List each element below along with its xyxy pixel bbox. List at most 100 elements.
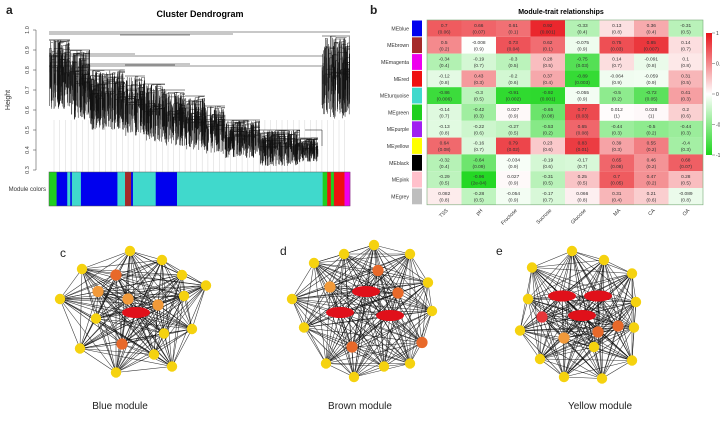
heatmap-cell-fill <box>427 20 462 37</box>
network-edge <box>291 298 423 343</box>
gene-node <box>628 322 640 333</box>
heatmap-cell-fill <box>599 70 634 88</box>
module-color-swatch <box>412 20 422 37</box>
heatmap-cell-fill <box>530 53 565 71</box>
p-value: (0.4) <box>543 80 553 86</box>
hub-gene-node <box>568 310 596 321</box>
heatmap-cell: -0.075(0.9) <box>565 36 600 54</box>
correlation-value: 0.73 <box>509 40 519 46</box>
heatmap-cell: 0.66(0.07) <box>461 20 496 37</box>
network-edge <box>343 253 391 316</box>
p-value: (2e-04) <box>471 181 487 187</box>
p-value: (0.5) <box>577 181 587 187</box>
network-edge <box>343 253 367 292</box>
network-edge <box>81 268 159 306</box>
network-edge <box>351 342 423 348</box>
heatmap-cell: 0.39(0.3) <box>599 137 634 155</box>
heatmap-cell: -0.14(0.7) <box>427 104 462 121</box>
network-edge <box>519 330 599 333</box>
gene-node <box>124 245 136 257</box>
module-color-segment <box>70 172 73 206</box>
heatmap-cell-fill <box>461 188 496 205</box>
correlation-value: 0.65 <box>612 157 622 163</box>
heatmap-cell: -0.13(0.8) <box>427 120 462 138</box>
network-edge <box>329 253 411 288</box>
key-gene-node <box>558 332 570 344</box>
p-value: (0.7) <box>474 147 484 153</box>
network-edge <box>313 262 367 292</box>
network-edge <box>329 270 379 288</box>
correlation-value: 0.23 <box>543 141 553 147</box>
heatmap-cell: -0.3(0.5) <box>461 87 496 104</box>
p-value: (0.1) <box>508 30 518 36</box>
module-color-swatch <box>412 154 422 171</box>
correlation-value: 0.39 <box>612 141 622 147</box>
correlation-value: -0.089 <box>679 191 693 197</box>
heatmap-title: Module-trait relationships <box>518 9 604 16</box>
p-value: (0.3) <box>681 130 691 136</box>
p-value: (0.8) <box>612 30 622 36</box>
colorbar-tick-label: 0 <box>716 92 719 98</box>
correlation-value: 0.028 <box>645 107 657 113</box>
network-edge <box>519 330 541 360</box>
heatmap-cell-fill <box>427 53 462 71</box>
key-gene-node <box>536 311 548 323</box>
p-value: (0.3) <box>474 114 484 120</box>
network-edge <box>527 259 605 300</box>
correlation-value: 0.027 <box>507 174 519 180</box>
heatmap-cell-fill <box>668 120 703 138</box>
heatmap-cell: -0.5(0.2) <box>634 120 669 138</box>
heatmap-cell-fill <box>668 188 703 205</box>
heatmap-cell-fill <box>634 36 669 54</box>
p-value: (0.02) <box>507 147 520 153</box>
heatmap-cell-fill <box>599 104 634 121</box>
gene-node <box>54 293 66 305</box>
colorbar-ticks: 1 0.5 0 -0.5 -1 <box>712 31 720 159</box>
gene-node <box>368 239 380 251</box>
heatmap-cell: -0.22(0.6) <box>461 120 496 138</box>
row-label: MEgreen <box>388 110 409 116</box>
network-edge <box>351 346 385 367</box>
network-edge <box>383 315 391 367</box>
heatmap-cell: 0.14(0.7) <box>668 36 703 54</box>
key-gene-node <box>152 299 164 311</box>
network-edge <box>135 312 173 367</box>
ytick-label: 0.7 <box>25 86 31 94</box>
p-value: (0.03) <box>576 114 589 120</box>
network-edge <box>325 291 367 364</box>
correlation-value: -0.72 <box>646 90 657 96</box>
heatmap-cell-fill <box>668 171 703 188</box>
brown-module-caption: Brown module <box>328 401 392 412</box>
network-edge <box>563 376 603 379</box>
heatmap-cell-fill <box>427 104 462 121</box>
heatmap-cell-fill <box>496 70 531 88</box>
heatmap-cell: 0.13(0.8) <box>599 20 634 37</box>
network-edge <box>291 298 385 367</box>
heatmap-cell: -0.33(0.4) <box>565 20 600 37</box>
network-edge <box>313 253 345 264</box>
network-edge <box>539 331 599 360</box>
p-value: (0.4) <box>577 30 587 36</box>
p-value: (0.2) <box>439 46 449 52</box>
ytick-label: 0.3 <box>25 166 31 174</box>
gene-node <box>630 296 642 308</box>
hub-gene-node <box>352 286 380 297</box>
heatmap-cell-fill <box>634 188 669 205</box>
network-edge <box>115 274 207 286</box>
p-value: (0.9) <box>508 114 518 120</box>
heatmap-cell-fill <box>634 70 669 88</box>
heatmap-cell: 0.65(0.08) <box>565 120 600 138</box>
network-edge <box>303 244 375 328</box>
module-color-segment <box>322 172 328 206</box>
heatmap-row: MEgrey 0.082(0.8)-0.28(0.5)-0.054(0.9)-0.… <box>391 188 703 205</box>
network-edge <box>519 330 565 339</box>
heatmap-row: MEpink -0.29(0.5)-0.96(2e-04)0.027(0.9)-0… <box>392 171 703 188</box>
heatmap-row: MEred -0.12(0.8)0.43(0.3)-0.2(0.6)0.37(0.… <box>394 70 703 88</box>
heatmap-cell-fill <box>565 171 600 188</box>
hub-gene-node <box>326 307 354 318</box>
module-color-swatch <box>412 70 422 87</box>
heatmap-cell-fill <box>634 87 669 104</box>
network-edge <box>377 270 429 283</box>
module-color-swatch <box>412 87 422 104</box>
heatmap-cell: 0.61(0.1) <box>496 20 531 37</box>
